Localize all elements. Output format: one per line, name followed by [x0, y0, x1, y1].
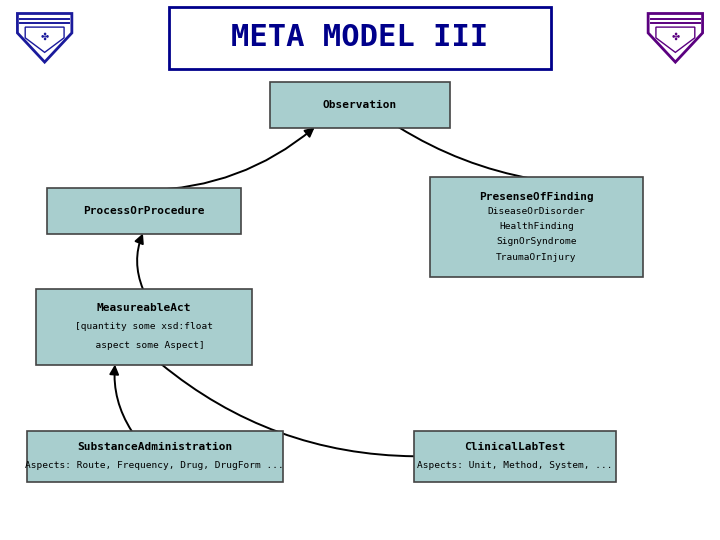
- Text: ClinicalLabTest: ClinicalLabTest: [464, 442, 565, 452]
- Text: Aspects: Route, Frequency, Drug, DrugForm ...: Aspects: Route, Frequency, Drug, DrugFor…: [25, 461, 284, 470]
- FancyBboxPatch shape: [414, 431, 616, 482]
- Polygon shape: [17, 14, 72, 62]
- Text: HealthFinding: HealthFinding: [499, 222, 574, 231]
- Text: Observation: Observation: [323, 100, 397, 110]
- Polygon shape: [648, 14, 703, 62]
- Text: META MODEL III: META MODEL III: [231, 23, 489, 52]
- Text: aspect some Aspect]: aspect some Aspect]: [84, 341, 204, 350]
- Polygon shape: [25, 27, 64, 52]
- Text: ✤: ✤: [40, 32, 49, 42]
- Text: PresenseOfFinding: PresenseOfFinding: [479, 192, 594, 201]
- Text: SubstanceAdministration: SubstanceAdministration: [77, 442, 233, 452]
- FancyBboxPatch shape: [270, 82, 450, 128]
- Text: Aspects: Unit, Method, System, ...: Aspects: Unit, Method, System, ...: [417, 461, 613, 470]
- Text: SignOrSyndrome: SignOrSyndrome: [496, 238, 577, 246]
- Text: [quantity some xsd:float: [quantity some xsd:float: [75, 322, 213, 331]
- FancyBboxPatch shape: [36, 289, 252, 365]
- Text: TraumaOrInjury: TraumaOrInjury: [496, 253, 577, 261]
- FancyBboxPatch shape: [169, 6, 551, 69]
- Text: MeasureableAct: MeasureableAct: [96, 303, 192, 313]
- Text: ✤: ✤: [671, 32, 680, 42]
- FancyBboxPatch shape: [47, 188, 241, 233]
- Polygon shape: [656, 27, 695, 52]
- FancyBboxPatch shape: [27, 431, 283, 482]
- Text: DiseaseOrDisorder: DiseaseOrDisorder: [487, 207, 585, 216]
- FancyBboxPatch shape: [431, 177, 643, 277]
- Text: ProcessOrProcedure: ProcessOrProcedure: [84, 206, 204, 215]
